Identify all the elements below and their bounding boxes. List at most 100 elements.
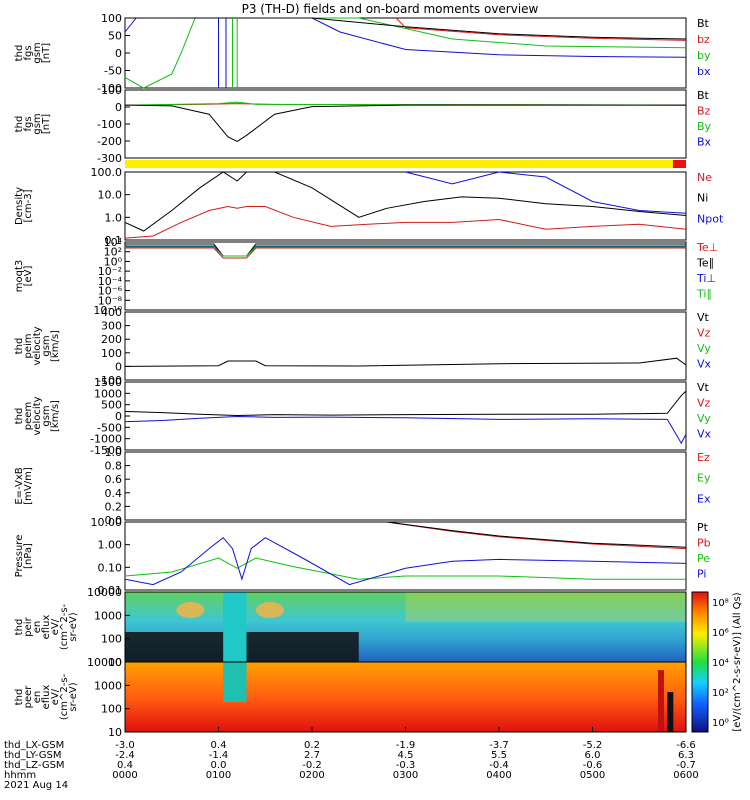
y-axis-label: en [32, 691, 43, 704]
y-tick-label: 0.01 [98, 584, 123, 597]
series-dens_npot [405, 171, 687, 214]
y-axis-label: gsm [32, 42, 43, 63]
y-axis-label: [nPa] [23, 543, 34, 569]
x-tick-ly: -1.4 [209, 750, 229, 761]
y-tick-label: 100.0 [91, 166, 123, 179]
panel-10: 10000 1000 100 10 thdpeerenefluxeV/(cm^2-s-s… [14, 656, 687, 739]
legend-te∥: Te∥ [696, 257, 714, 270]
x-tick-lx: 0.4 [211, 740, 227, 751]
x-tick-lx: -5.2 [583, 740, 603, 751]
y-tick-label: 10⁰ [104, 255, 123, 268]
series-peem_vt [124, 390, 687, 417]
y-tick-label: 100 [101, 12, 122, 25]
panel-frame [124, 381, 687, 451]
y-tick-label: 10² [104, 246, 122, 259]
y-axis-label: [nT] [41, 114, 52, 134]
panel-9: 10000 1000 100 10 thdpeirenefluxeV/(cm^2-s-s… [14, 586, 687, 669]
y-axis-label: thd [14, 408, 25, 425]
colorbar: 10⁸ 10⁶ 10⁴ 10² 10⁰ [eV/(cm^2-s-sr-eV)] (All … [691, 591, 743, 733]
y-axis-label: [km/s] [50, 400, 61, 432]
series-peem_vx [124, 415, 687, 445]
y-axis-label: thd [14, 116, 25, 133]
x-tick-time: 0600 [673, 770, 698, 781]
y-axis-label: peer [23, 685, 34, 709]
y-tick-label: 10⁻² [98, 265, 122, 278]
y-tick-label: 10000 [87, 586, 122, 599]
legend-ey: Ey [697, 472, 711, 485]
y-tick-label: 1.0 [105, 446, 123, 459]
x-tick-time: 0300 [393, 770, 418, 781]
y-tick-label: 100 [101, 633, 122, 646]
y-axis-label: (cm^2-s- [59, 673, 70, 720]
y-tick-label: -100 [97, 118, 122, 131]
x-tick-time: 0000 [112, 770, 137, 781]
y-axis-label: [eV] [23, 266, 34, 287]
x-tick-time: 0400 [486, 770, 511, 781]
panel-frame [124, 241, 687, 311]
legend-vx: Vx [697, 428, 712, 441]
legend-pb: Pb [697, 537, 711, 550]
y-axis-label: eV/ [50, 618, 61, 635]
y-tick-label: 0.10 [98, 561, 123, 574]
x-row-label: 2021 Aug 14 [4, 780, 68, 791]
electron-spectrogram-stripe [657, 670, 664, 732]
y-tick-label: -200 [97, 135, 122, 148]
legend-bt: Bt [697, 17, 710, 30]
x-tick-lz: -0.4 [489, 760, 509, 771]
y-tick-label: 1500 [94, 376, 122, 389]
legend-vz: Vz [697, 397, 711, 410]
legend-bx: bx [697, 65, 711, 78]
y-axis-label: [mV/m] [23, 467, 34, 505]
panel-frame [124, 521, 687, 591]
legend-ti⊥: Ti⊥ [696, 272, 716, 285]
legend-te⊥: Te⊥ [696, 241, 718, 254]
colorbar-gradient [691, 591, 709, 733]
x-tick-lz: -0.7 [676, 760, 696, 771]
y-axis-label: sr-eV) [68, 682, 79, 711]
legend-vz: Vz [697, 327, 711, 340]
y-tick-label: 300 [101, 320, 122, 333]
series-pres_pe [124, 557, 686, 580]
series-fgs_bz [395, 17, 687, 41]
y-tick-label: 0.8 [105, 460, 123, 473]
legend-bz: bz [697, 33, 710, 46]
series-peim_vt [124, 357, 687, 367]
legend-pt: Pt [697, 521, 709, 534]
x-tick-time: 0500 [580, 770, 605, 781]
y-tick-label: 0.4 [105, 487, 123, 500]
legend-bx: Bx [697, 136, 712, 149]
y-tick-label: 0.2 [105, 500, 123, 513]
y-tick-label: 100 [101, 84, 122, 97]
y-tick-label: 0 [115, 410, 122, 423]
legend-pe: Pe [697, 552, 710, 565]
panel-frame [124, 171, 687, 241]
y-tick-label: 0.6 [105, 473, 123, 486]
x-tick-lz: -0.6 [583, 760, 603, 771]
ion-spectrogram-gap [223, 592, 247, 662]
y-tick-label: 1000 [94, 387, 122, 400]
y-axis-label: eflux [41, 615, 52, 640]
y-axis-label: Pressure [14, 535, 25, 578]
y-axis-label: velocity [32, 326, 43, 365]
legend-ti∥: Ti∥ [696, 288, 712, 301]
panel-3: 100.0 10.0 1.0 0.1 Density[cm-3] Ne Ni Npot [14, 166, 724, 247]
colorbar-tick: 10⁴ [712, 658, 729, 669]
series-fgs2_by [124, 101, 687, 106]
legend-bt: Bt [697, 89, 710, 102]
y-tick-label: 0 [115, 360, 122, 373]
x-tick-ly: 6.0 [585, 750, 601, 761]
y-tick-label: 100 [101, 347, 122, 360]
legend-vt: Vt [697, 381, 710, 394]
x-tick-ly: 5.5 [491, 750, 507, 761]
y-axis-label: peir [23, 616, 34, 636]
legend-pi: Pi [697, 568, 706, 581]
ion-spectrogram-blob [176, 602, 205, 618]
panel-frame [124, 451, 687, 521]
legend-vy: Vy [697, 342, 711, 355]
y-tick-label: 10⁴ [104, 236, 123, 249]
x-row-label: thd_LZ-GSM [4, 760, 65, 771]
